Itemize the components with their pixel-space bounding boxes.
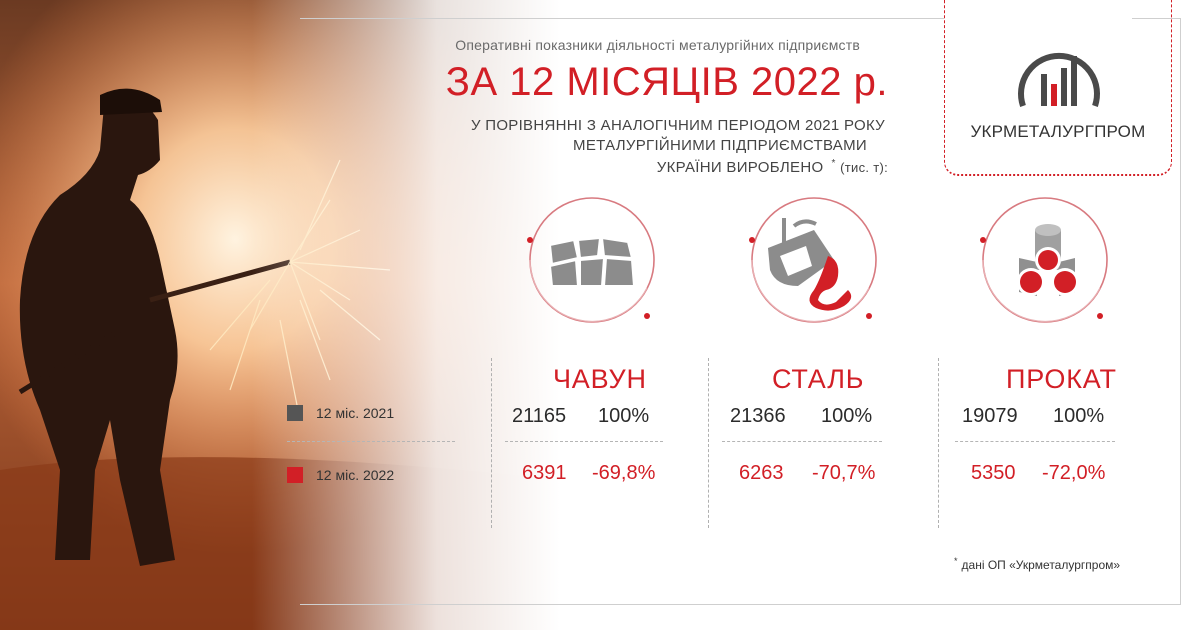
foundry-worker-photo bbox=[0, 0, 560, 630]
value-2021: 19079 bbox=[962, 405, 1018, 427]
product-name: ПРОКАТ bbox=[1006, 364, 1117, 394]
row-divider bbox=[505, 441, 663, 442]
footnote-text: дані ОП «Укрметалургпром» bbox=[961, 558, 1121, 572]
percent-2021: 100% bbox=[821, 405, 873, 427]
subtitle: Оперативні показники діяльності металург… bbox=[455, 37, 860, 53]
product-name: СТАЛЬ bbox=[772, 364, 865, 394]
frame-bottom-line bbox=[300, 604, 1181, 605]
description-line-1: У ПОРІВНЯННІ З АНАЛОГІЧНИМ ПЕРІОДОМ 2021… bbox=[470, 117, 885, 134]
column-separator bbox=[938, 358, 939, 528]
value-2021: 21366 bbox=[730, 405, 786, 427]
legend-label-2021: 12 міс. 2021 bbox=[316, 405, 395, 421]
legend-label-2022: 12 міс. 2022 bbox=[316, 467, 395, 483]
steel-ladle-pour-icon bbox=[744, 190, 884, 330]
frame-right-line bbox=[1180, 18, 1181, 604]
unit-label: (тис. т): bbox=[840, 160, 888, 175]
value-2022: 6391 bbox=[522, 462, 567, 484]
description-line-3: УКРАЇНИ ВИРОБЛЕНО * (тис. т): bbox=[657, 158, 888, 176]
legend-swatch-2022 bbox=[287, 467, 303, 483]
description-line-3-text: УКРАЇНИ ВИРОБЛЕНО bbox=[656, 159, 824, 176]
percent-2022: -69,8% bbox=[592, 462, 656, 484]
column-separator bbox=[708, 358, 709, 528]
footnote-asterisk: * bbox=[954, 556, 958, 566]
pig-iron-stones-icon bbox=[522, 190, 662, 330]
legend-swatch-2021 bbox=[287, 405, 303, 421]
value-2022: 5350 bbox=[971, 462, 1016, 484]
source-footnote: * дані ОП «Укрметалургпром» bbox=[954, 556, 1120, 572]
rolled-pipes-icon bbox=[975, 190, 1115, 330]
percent-2021: 100% bbox=[1053, 405, 1105, 427]
value-2021: 21165 bbox=[512, 405, 567, 427]
row-divider bbox=[955, 441, 1115, 442]
description-line-2: МЕТАЛУРГІЙНИМИ ПІДПРИЄМСТВАМИ bbox=[573, 137, 867, 154]
page-title: ЗА 12 МІСЯЦІВ 2022 р. bbox=[445, 60, 888, 104]
frame-top-line-right bbox=[1132, 18, 1180, 19]
percent-2022: -70,7% bbox=[812, 462, 876, 484]
percent-2022: -72,0% bbox=[1042, 462, 1106, 484]
logo-box: УКРМЕТАЛУРГПРОМ bbox=[944, 0, 1172, 176]
column-separator bbox=[491, 358, 492, 528]
percent-2021: 100% bbox=[598, 405, 650, 427]
value-2022: 6263 bbox=[739, 462, 784, 484]
product-name: ЧАВУН bbox=[553, 364, 647, 394]
legend-divider bbox=[287, 441, 455, 442]
logo-name: УКРМЕТАЛУРГПРОМ bbox=[970, 122, 1146, 141]
footnote-marker: * bbox=[831, 158, 836, 169]
frame-top-line bbox=[300, 18, 944, 19]
row-divider bbox=[722, 441, 882, 442]
ukrmetalurgprom-logo-icon bbox=[1018, 52, 1100, 107]
